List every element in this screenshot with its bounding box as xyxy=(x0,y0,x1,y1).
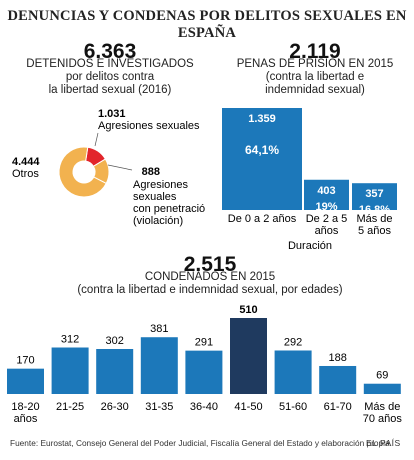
donut-slice xyxy=(58,146,107,198)
penas-percent-label: 19% xyxy=(315,201,337,213)
donut-leader-line xyxy=(94,132,99,147)
condenados-subheading: (contra la libertad e indemnidad sexual,… xyxy=(77,284,343,296)
brand-logo: EL PAÍS xyxy=(366,438,401,448)
condenados-bar xyxy=(96,348,134,394)
detenidos-subheading-2: la libertad sexual (2016) xyxy=(48,84,172,96)
condenados-value-label: 188 xyxy=(329,352,347,364)
condenados-total: 2.515 xyxy=(183,253,237,276)
donut-slice-label: Agresiones sexuales xyxy=(98,120,200,132)
condenados-value-label: 510 xyxy=(239,304,257,316)
detenidos-heading: DETENIDOS E INVESTIGADOS xyxy=(26,58,194,70)
penas-value-label: 357 xyxy=(365,188,383,200)
penas-category-label: De 0 a 2 años xyxy=(228,213,297,225)
penas-value-label: 1.359 xyxy=(248,113,276,125)
condenados-value-label: 292 xyxy=(284,336,302,348)
condenados-bar xyxy=(140,337,178,394)
penas-percent-label: 16,8% xyxy=(359,204,390,216)
condenados-category-label: 31-35 xyxy=(145,401,173,413)
source-note: Fuente: Eurostat, Consejo General del Po… xyxy=(10,438,392,448)
donut-value-label: 1.031 xyxy=(98,108,126,120)
condenados-category-label: 36-40 xyxy=(190,401,218,413)
penas-category-label: 5 años xyxy=(358,225,392,237)
penas-percent-label: 64,1% xyxy=(245,143,279,157)
donut-value-label: 888 xyxy=(142,166,160,178)
penas-bar xyxy=(304,179,349,210)
penas-axis-label: Duración xyxy=(288,240,332,252)
detenidos-total: 6.363 xyxy=(83,40,137,63)
condenados-bar xyxy=(274,350,312,394)
condenados-bar xyxy=(185,350,223,394)
condenados-category-label: 21-25 xyxy=(56,401,84,413)
condenados-bar xyxy=(363,383,401,394)
donut-slice-label: con penetració xyxy=(133,203,205,215)
penas-subheading-2: indemnidad sexual) xyxy=(265,84,365,96)
donut-value-label: 4.444 xyxy=(12,156,40,168)
penas-subheading-1: (contra la libertad e xyxy=(265,71,365,83)
condenados-heading: CONDENADOS EN 2015 xyxy=(144,271,276,283)
donut-slice-label: Agresiones xyxy=(133,179,189,191)
condenados-category-label: 70 años xyxy=(363,413,403,425)
condenados-value-label: 291 xyxy=(195,337,213,349)
condenados-category-label: 26-30 xyxy=(101,401,129,413)
penas-heading: PENAS DE PRISIÓN EN 2015 xyxy=(236,58,394,70)
donut-slice-label: sexuales xyxy=(133,191,177,203)
condenados-category-label: 51-60 xyxy=(279,401,307,413)
condenados-category-label: Más de xyxy=(364,401,400,413)
detenidos-subheading-1: por delitos contra xyxy=(65,71,155,83)
donut-slice-label: Otros xyxy=(12,168,39,180)
penas-category-label: Más de xyxy=(356,213,392,225)
condenados-category-label: 61-70 xyxy=(324,401,352,413)
donut-slice-label: (violación) xyxy=(133,215,183,227)
condenados-category-label: años xyxy=(14,413,38,425)
condenados-value-label: 381 xyxy=(150,323,168,335)
penas-total: 2.119 xyxy=(289,40,341,63)
donut-leader-line xyxy=(107,164,133,171)
penas-category-label: De 2 a 5 xyxy=(306,213,348,225)
condenados-value-label: 312 xyxy=(61,334,79,346)
penas-bar xyxy=(222,108,302,210)
condenados-category-label: 18-20 xyxy=(11,401,39,413)
condenados-bar xyxy=(319,365,357,394)
condenados-category-label: 41-50 xyxy=(234,401,262,413)
condenados-bar xyxy=(51,347,89,394)
condenados-value-label: 170 xyxy=(16,355,34,367)
condenados-bar xyxy=(7,368,44,394)
penas-value-label: 403 xyxy=(317,185,335,197)
penas-bar xyxy=(352,183,397,210)
penas-category-label: años xyxy=(315,225,339,237)
page-title: DENUNCIAS Y CONDENAS POR DELITOS SEXUALE… xyxy=(7,8,407,41)
condenados-bar xyxy=(230,318,267,394)
condenados-value-label: 69 xyxy=(376,370,388,382)
condenados-value-label: 302 xyxy=(106,335,124,347)
